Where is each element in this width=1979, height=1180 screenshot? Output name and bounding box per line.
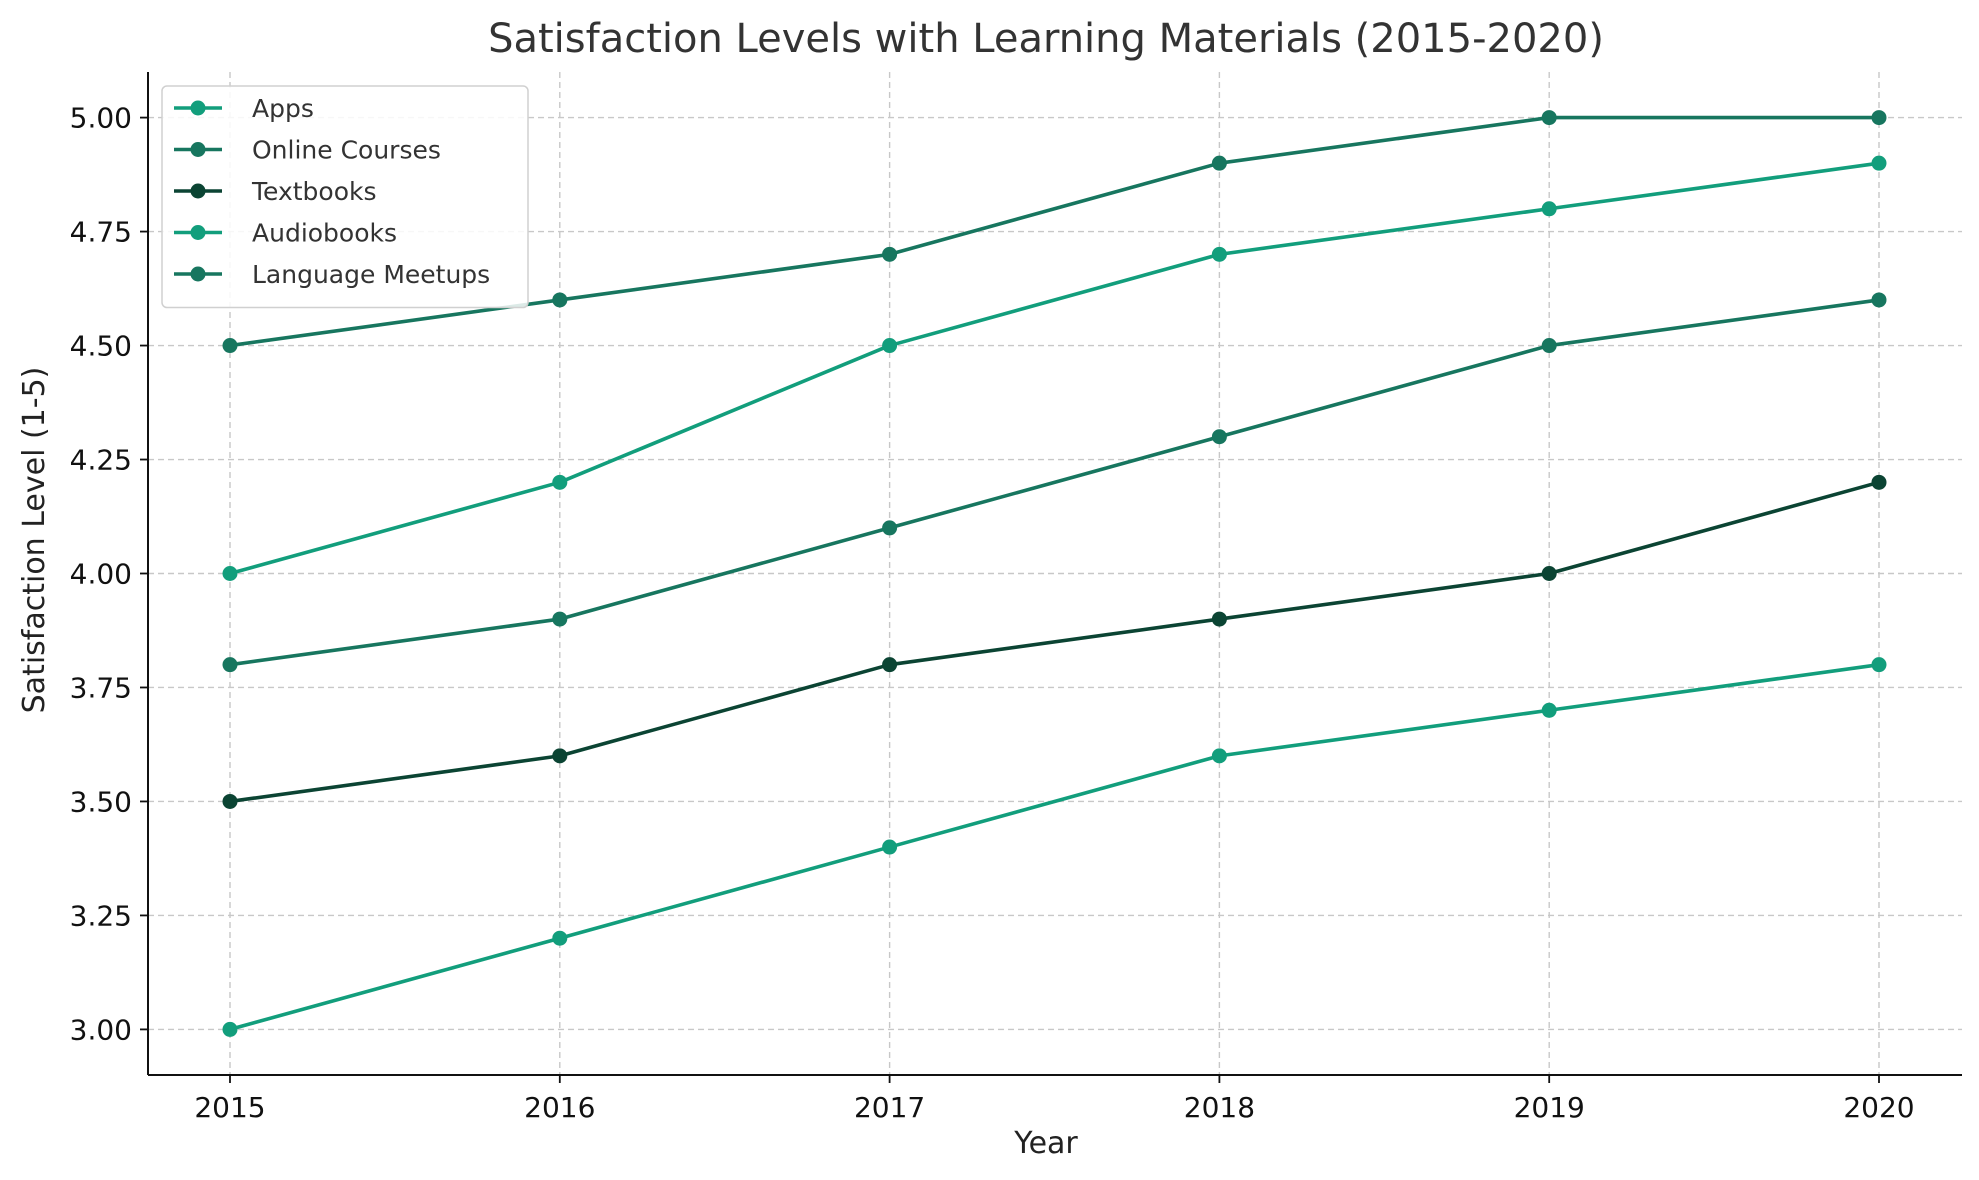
- y-tick-label: 3.25: [70, 899, 132, 932]
- x-tick-label: 2019: [1514, 1091, 1585, 1124]
- x-axis-label: Year: [1013, 1126, 1078, 1161]
- legend-item-textbooks: Textbooks: [174, 177, 377, 206]
- data-point-online-courses: [1541, 338, 1557, 354]
- legend-label: Audiobooks: [252, 219, 397, 248]
- x-tick-label: 2020: [1843, 1091, 1914, 1124]
- x-tick-label: 2018: [1184, 1091, 1255, 1124]
- legend-label: Textbooks: [251, 177, 377, 206]
- data-point-apps: [1541, 201, 1557, 217]
- legend-box: [161, 85, 529, 309]
- data-point-audiobooks: [1211, 748, 1227, 764]
- series-line-textbooks: [229, 480, 1880, 804]
- data-point-language-meetups: [882, 246, 898, 262]
- data-point-audiobooks: [882, 839, 898, 855]
- series-audiobooks: [222, 657, 1887, 1037]
- legend: Apps Online Courses Textbooks Audiobooks Lan…: [161, 85, 529, 309]
- legend-swatch-marker: [190, 142, 206, 157]
- data-point-audiobooks: [552, 930, 568, 946]
- data-point-online-courses: [552, 611, 568, 627]
- series-online-courses: [222, 292, 1887, 673]
- data-point-textbooks: [1211, 611, 1227, 627]
- data-point-online-courses: [1871, 292, 1887, 308]
- data-point-textbooks: [222, 793, 238, 809]
- x-tick-label: 2015: [194, 1091, 265, 1124]
- axes: 2015 2016 2017 2018 2019 2020 3.00 3.25 3.50 3.75…: [70, 72, 1962, 1124]
- y-tick-label: 4.75: [70, 216, 132, 249]
- series-line-audiobooks: [229, 662, 1880, 1032]
- legend-item-apps: Apps: [174, 94, 314, 123]
- data-point-apps: [882, 338, 898, 354]
- data-point-textbooks: [1541, 566, 1557, 581]
- data-point-apps: [552, 474, 568, 490]
- y-axis-label: Satisfaction Level (1-5): [17, 367, 52, 714]
- data-point-audiobooks: [1541, 702, 1557, 718]
- data-point-audiobooks: [222, 1021, 238, 1037]
- data-point-apps: [222, 566, 238, 581]
- data-point-audiobooks: [1871, 657, 1887, 673]
- legend-label: Language Meetups: [252, 260, 490, 289]
- y-tick-label: 3.75: [70, 671, 132, 704]
- legend-swatch-marker: [190, 100, 206, 116]
- data-point-language-meetups: [552, 292, 568, 308]
- y-tick-label: 4.00: [70, 558, 132, 591]
- data-point-textbooks: [1871, 474, 1887, 490]
- y-tick-label: 5.00: [70, 102, 132, 135]
- y-tick-label: 3.50: [70, 785, 132, 818]
- legend-item-language-meetups: Language Meetups: [174, 260, 490, 289]
- data-point-language-meetups: [1871, 110, 1887, 126]
- data-point-online-courses: [882, 520, 898, 536]
- legend-swatch-marker: [190, 266, 206, 282]
- y-tick-label: 4.25: [70, 444, 132, 477]
- legend-swatch-marker: [190, 183, 206, 199]
- data-point-language-meetups: [1211, 155, 1227, 171]
- data-point-language-meetups: [222, 338, 238, 354]
- data-point-textbooks: [882, 657, 898, 673]
- data-point-online-courses: [222, 657, 238, 673]
- series-line-apps: [229, 161, 1880, 576]
- data-point-online-courses: [1211, 429, 1227, 445]
- data-point-apps: [1871, 155, 1887, 171]
- data-point-apps: [1211, 246, 1227, 262]
- legend-swatch-marker: [190, 225, 206, 240]
- x-tick-label: 2016: [524, 1091, 595, 1124]
- chart-title: Satisfaction Levels with Learning Materi…: [488, 16, 1604, 62]
- series-textbooks: [222, 474, 1887, 809]
- data-point-language-meetups: [1541, 110, 1557, 126]
- series-apps: [222, 155, 1887, 581]
- y-tick-label: 4.50: [70, 330, 132, 363]
- legend-item-audiobooks: Audiobooks: [174, 219, 397, 248]
- legend-label: Online Courses: [252, 136, 441, 165]
- legend-item-online-courses: Online Courses: [174, 136, 441, 165]
- y-tick-label: 3.00: [70, 1013, 132, 1046]
- data-point-textbooks: [552, 748, 568, 764]
- series-line-online-courses: [229, 298, 1880, 667]
- x-tick-label: 2017: [854, 1091, 925, 1124]
- legend-label: Apps: [252, 94, 314, 123]
